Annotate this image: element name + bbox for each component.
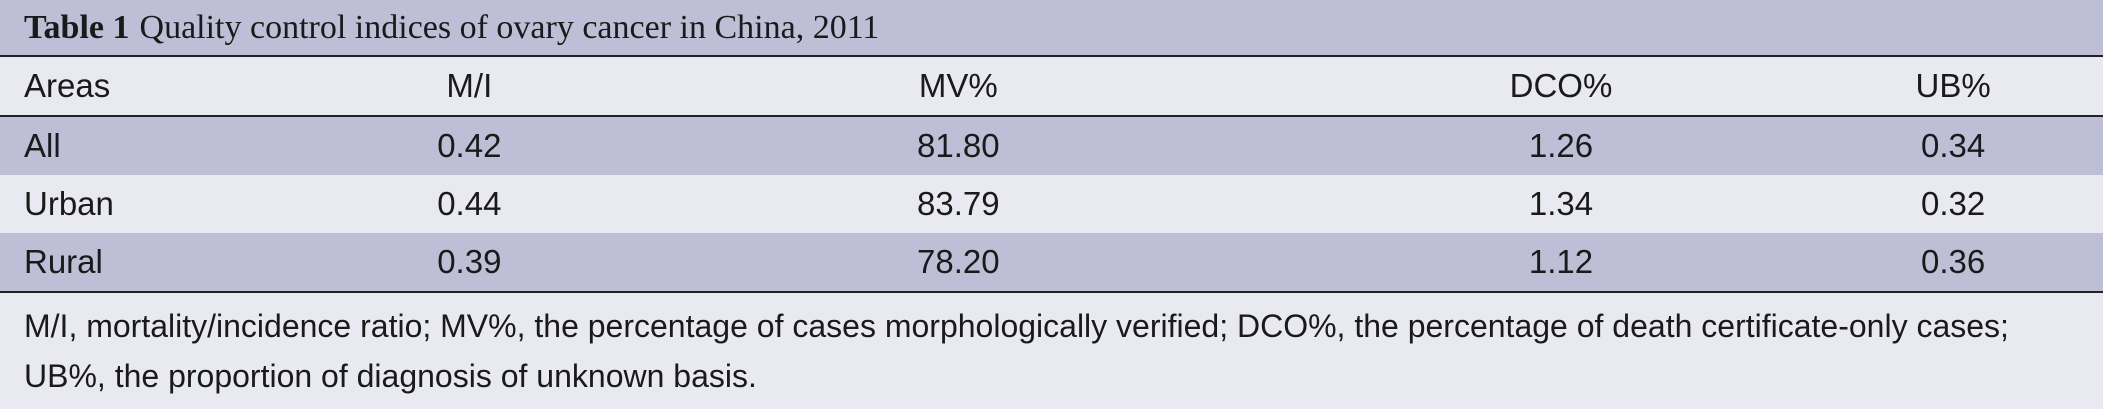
table-caption-title: Quality control indices of ovary cancer … (139, 8, 880, 46)
quality-control-table: Areas M/I MV% DCO% UB% All 0.42 81.80 1.… (0, 57, 2103, 293)
cell-area: All (24, 127, 61, 164)
cell-mv: 83.79 (917, 185, 1000, 222)
cell-ub: 0.36 (1920, 243, 1986, 280)
cell-dco: 1.34 (1528, 185, 1594, 222)
header-dco: DCO% (1509, 67, 1613, 104)
table-header-row: Areas M/I MV% DCO% UB% (0, 57, 2103, 116)
cell-mv: 78.20 (917, 243, 1000, 280)
cell-dco: 1.12 (1528, 243, 1594, 280)
table-footnote: M/I, mortality/incidence ratio; MV%, the… (24, 308, 2009, 394)
table-row: Rural 0.39 78.20 1.12 0.36 (0, 233, 2103, 292)
cell-area: Rural (24, 243, 103, 280)
cell-mi: 0.39 (437, 243, 502, 280)
header-areas: Areas (24, 67, 111, 104)
cell-dco: 1.26 (1528, 127, 1594, 164)
header-mv: MV% (918, 67, 998, 104)
header-mi: M/I (446, 67, 493, 104)
cell-area: Urban (24, 185, 114, 222)
table-caption-label: Table 1 (24, 8, 130, 46)
cell-ub: 0.32 (1920, 185, 1986, 222)
table-caption: Table 1 Quality control indices of ovary… (0, 0, 2103, 57)
cell-mi: 0.42 (437, 127, 502, 164)
header-ub: UB% (1915, 67, 1991, 104)
cell-ub: 0.34 (1920, 127, 1986, 164)
table-row: All 0.42 81.80 1.26 0.34 (0, 116, 2103, 175)
cell-mv: 81.80 (917, 127, 1000, 164)
cell-mi: 0.44 (437, 185, 502, 222)
table-row: Urban 0.44 83.79 1.34 0.32 (0, 175, 2103, 233)
